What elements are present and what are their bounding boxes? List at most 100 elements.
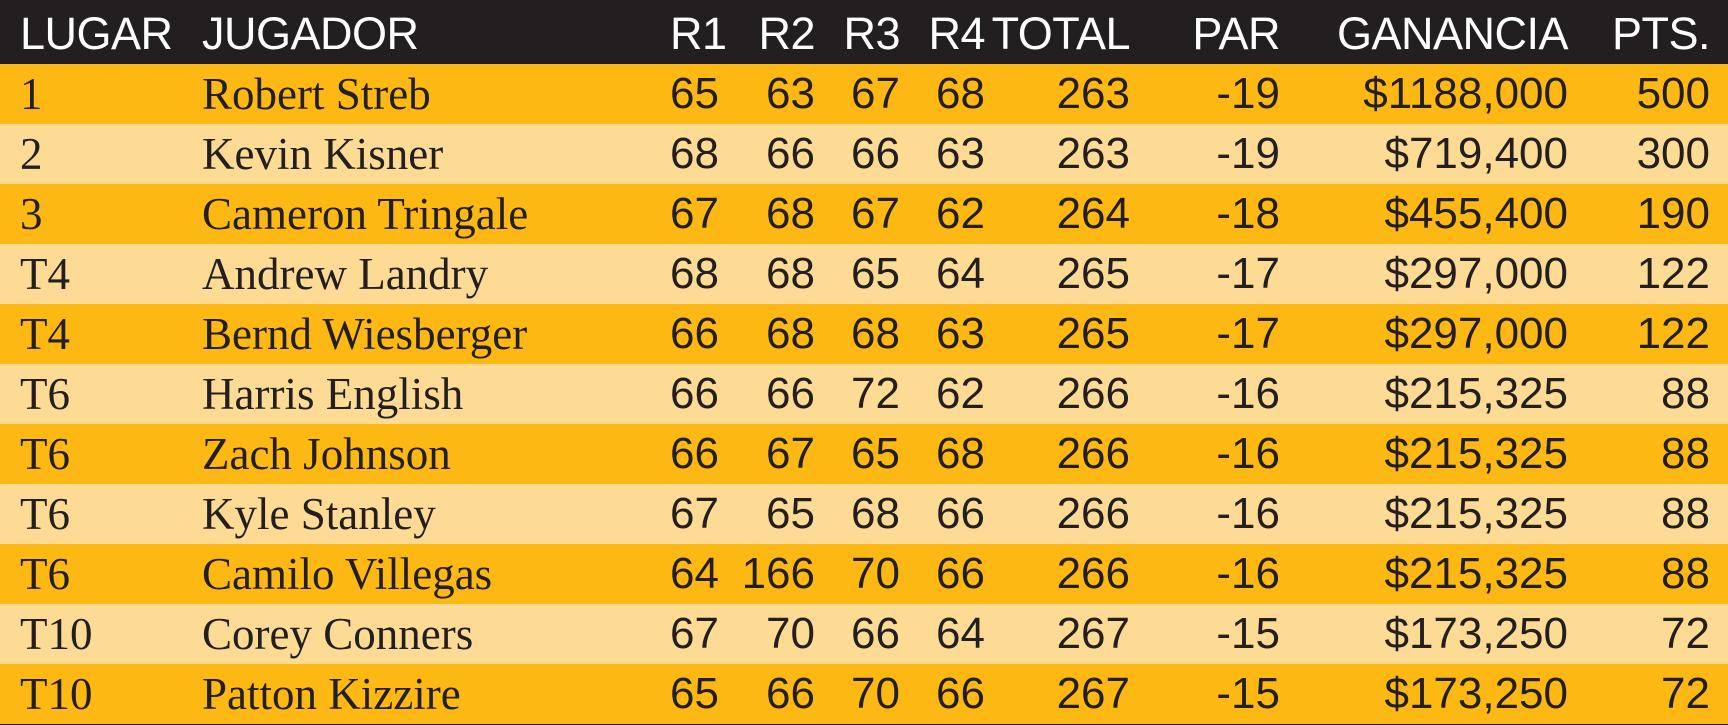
round2-score: 68 — [766, 309, 815, 358]
round3-score: 68 — [851, 489, 900, 538]
table-row: T6 Kyle Stanley 67 65 68 66 266 -16 $215,325 88 — [0, 484, 1728, 544]
total-score: 265 — [1056, 309, 1130, 358]
place-cell: T6 — [20, 369, 70, 419]
earnings: $297,000 — [1384, 249, 1568, 298]
player-name: Cameron Tringale — [202, 189, 529, 239]
round4-score: 64 — [936, 249, 985, 298]
place-cell: T6 — [20, 429, 70, 479]
total-score: 264 — [1056, 189, 1130, 238]
round3-score: 67 — [851, 69, 900, 118]
round2-score: 70 — [766, 609, 815, 658]
round1-score: 64 — [670, 549, 719, 598]
player-name: Kyle Stanley — [202, 489, 436, 539]
par-score: -18 — [1216, 189, 1280, 238]
total-score: 266 — [1056, 549, 1130, 598]
player-name: Corey Conners — [202, 609, 474, 659]
points: 300 — [1636, 129, 1710, 178]
round1-score: 66 — [670, 309, 719, 358]
earnings: $215,325 — [1384, 369, 1568, 418]
place-cell: T6 — [20, 489, 70, 539]
header-r4: R4 — [928, 8, 985, 59]
table-row: 2 Kevin Kisner 68 66 66 63 263 -19 $719,400 300 — [0, 124, 1728, 184]
round1-score: 67 — [670, 609, 719, 658]
round4-score: 64 — [936, 609, 985, 658]
points: 72 — [1661, 609, 1710, 658]
player-name: Harris English — [202, 369, 464, 419]
total-score: 266 — [1056, 489, 1130, 538]
header-total: TOTAL — [991, 8, 1131, 59]
place-cell: T10 — [20, 609, 93, 659]
round2-score: 66 — [766, 369, 815, 418]
header-row: LUGAR JUGADOR R1 R2 R3 R4 TOTAL PAR GANA… — [0, 0, 1728, 64]
round1-score: 66 — [670, 369, 719, 418]
round3-score: 66 — [851, 609, 900, 658]
round4-score: 63 — [936, 129, 985, 178]
total-score: 266 — [1056, 369, 1130, 418]
total-score: 267 — [1056, 609, 1130, 658]
round1-score: 67 — [670, 489, 719, 538]
table-row: T4 Andrew Landry 68 68 65 64 265 -17 $297,000 122 — [0, 244, 1728, 304]
par-score: -15 — [1216, 609, 1280, 658]
round4-score: 62 — [936, 369, 985, 418]
player-name: Kevin Kisner — [202, 129, 444, 179]
header-place: LUGAR — [20, 8, 173, 59]
earnings: $173,250 — [1384, 609, 1568, 658]
total-score: 265 — [1056, 249, 1130, 298]
points: 72 — [1661, 669, 1710, 718]
table-row: T10 Corey Conners 67 70 66 64 267 -15 $173,250 72 — [0, 604, 1728, 664]
round3-score: 68 — [851, 309, 900, 358]
round1-score: 66 — [670, 429, 719, 478]
par-score: -19 — [1216, 69, 1280, 118]
player-name: Bernd Wiesberger — [202, 309, 528, 359]
round2-score: 63 — [766, 69, 815, 118]
round3-score: 72 — [851, 369, 900, 418]
place-cell: 2 — [20, 129, 43, 179]
earnings: $215,325 — [1384, 549, 1568, 598]
round2-score: 65 — [766, 489, 815, 538]
earnings: $1188,000 — [1363, 69, 1568, 118]
place-cell: 3 — [20, 189, 43, 239]
round4-score: 66 — [936, 489, 985, 538]
header-player: JUGADOR — [202, 8, 419, 59]
table-row: T6 Harris English 66 66 72 62 266 -16 $215,325 88 — [0, 364, 1728, 424]
points: 500 — [1636, 69, 1710, 118]
table-row: T10 Patton Kizzire 65 66 70 66 267 -15 $173,250 7… — [0, 664, 1728, 724]
table-row: 1 Robert Streb 65 63 67 68 263 -19 $1188,000 500 — [0, 64, 1728, 124]
round4-score: 68 — [936, 69, 985, 118]
header-r3: R3 — [843, 8, 900, 59]
header-par: PAR — [1192, 8, 1280, 59]
header-r1: R1 — [670, 8, 727, 59]
points: 122 — [1636, 309, 1710, 358]
table-row: T4 Bernd Wiesberger 66 68 68 63 265 -17 $297,000… — [0, 304, 1728, 364]
points: 88 — [1661, 369, 1710, 418]
earnings: $173,250 — [1384, 669, 1568, 718]
round1-score: 68 — [670, 249, 719, 298]
header-r2: R2 — [758, 8, 815, 59]
round3-score: 70 — [851, 549, 900, 598]
total-score: 266 — [1056, 429, 1130, 478]
round2-score: 66 — [766, 669, 815, 718]
round4-score: 62 — [936, 189, 985, 238]
round1-score: 65 — [670, 669, 719, 718]
player-name: Patton Kizzire — [202, 669, 461, 719]
round1-score: 65 — [670, 69, 719, 118]
round2-score: 66 — [766, 129, 815, 178]
place-cell: 1 — [20, 69, 43, 119]
place-cell: T6 — [20, 549, 70, 599]
player-name: Robert Streb — [202, 69, 431, 119]
total-score: 263 — [1056, 129, 1130, 178]
place-cell: T4 — [20, 249, 70, 299]
table-row: T6 Zach Johnson 66 67 65 68 266 -16 $215,325 88 — [0, 424, 1728, 484]
table-row: 3 Cameron Tringale 67 68 67 62 264 -18 $455,400 1… — [0, 184, 1728, 244]
par-score: -16 — [1216, 429, 1280, 478]
total-score: 263 — [1056, 69, 1130, 118]
round2-score: 166 — [741, 549, 815, 598]
par-score: -15 — [1216, 669, 1280, 718]
place-cell: T4 — [20, 309, 70, 359]
points: 122 — [1636, 249, 1710, 298]
par-score: -16 — [1216, 369, 1280, 418]
round3-score: 65 — [851, 249, 900, 298]
round4-score: 66 — [936, 549, 985, 598]
par-score: -16 — [1216, 549, 1280, 598]
